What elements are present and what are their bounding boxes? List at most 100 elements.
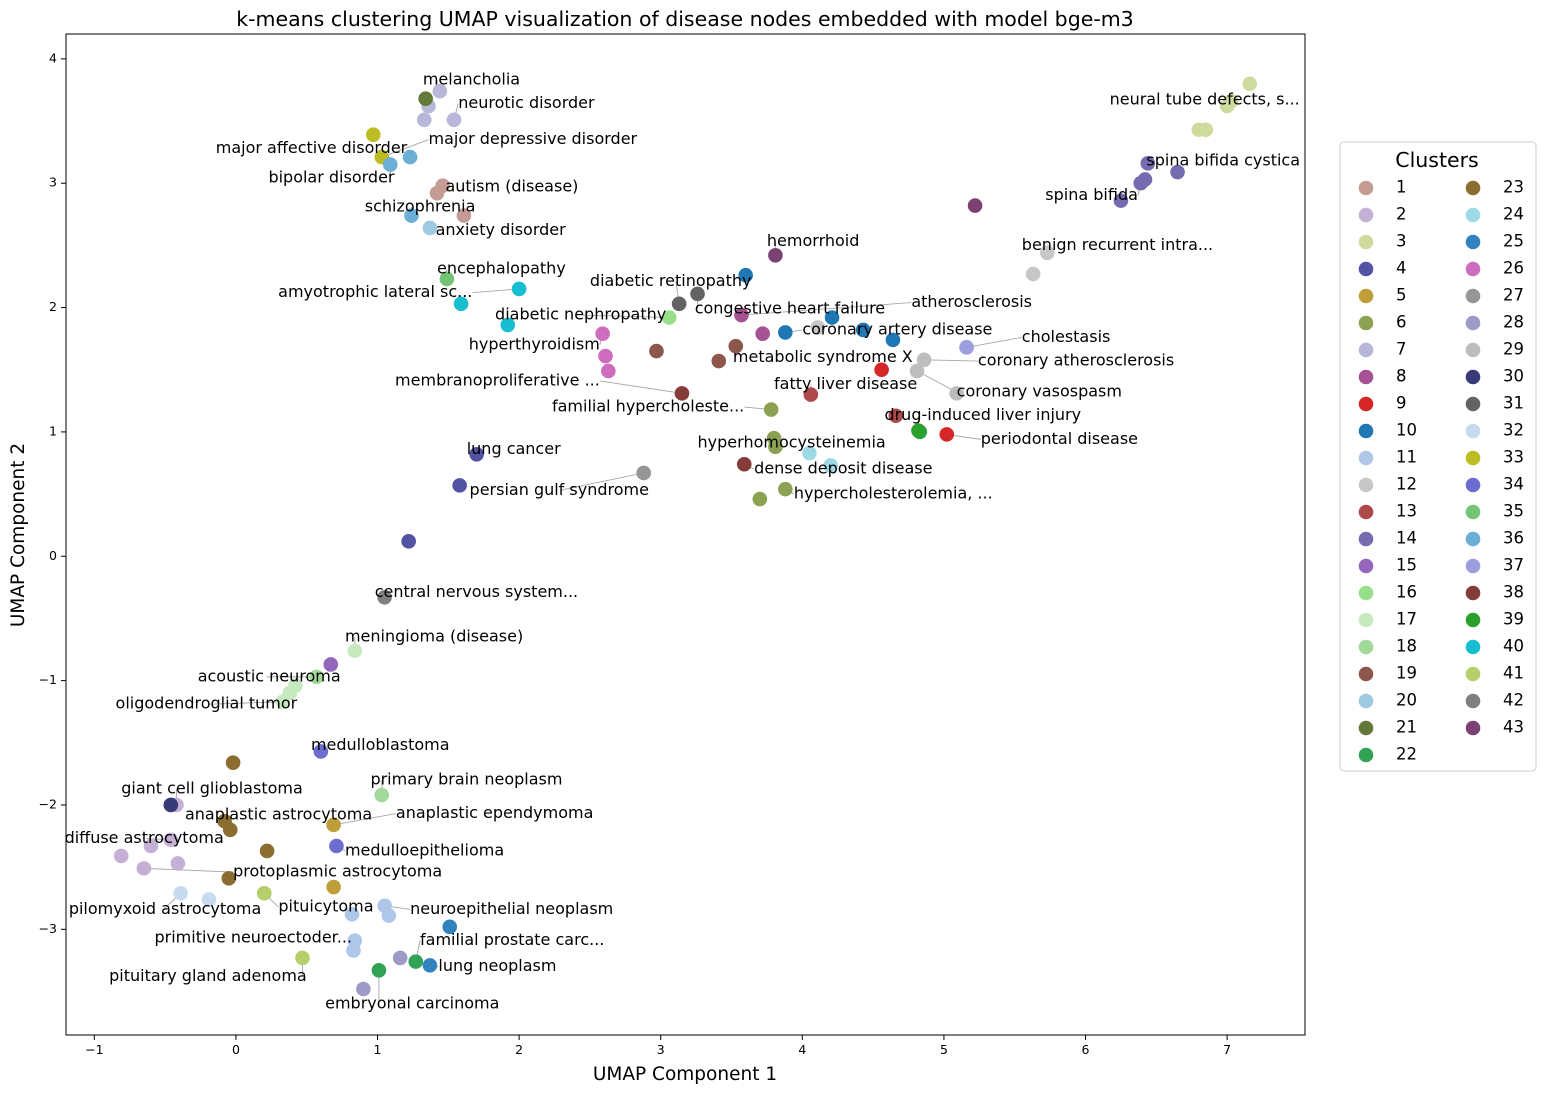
annotation-label: autism (disease) <box>445 176 578 195</box>
scatter-point <box>113 848 129 864</box>
legend-frame <box>1339 141 1537 772</box>
scatter-point <box>392 950 408 966</box>
annotation-label: hyperhomocysteinemia <box>698 433 886 452</box>
legend-entry: 27 <box>1465 286 1524 305</box>
annotation-label: hemorrhoid <box>767 231 859 250</box>
scatter-point <box>734 307 749 323</box>
legend-marker <box>1358 234 1374 250</box>
annotation-label: anaplastic astrocytoma <box>185 804 372 823</box>
legend-label: 26 <box>1503 259 1524 278</box>
legend-marker <box>1358 558 1374 574</box>
scatter-point <box>170 856 186 871</box>
scatter-point <box>1170 164 1185 180</box>
annotation-label: persian gulf syndrome <box>470 480 649 499</box>
scatter-point <box>874 362 889 378</box>
legend-entry: 26 <box>1465 259 1524 278</box>
legend-entry: 25 <box>1465 232 1524 251</box>
legend-entry: 1 <box>1358 178 1407 197</box>
legend-label: 16 <box>1396 583 1417 602</box>
legend-label: 23 <box>1503 178 1524 197</box>
x-tick-label: 7 <box>1223 1042 1231 1057</box>
annotation-label: membranoproliferative ... <box>395 370 600 389</box>
annotation-label: coronary artery disease <box>802 319 992 338</box>
scatter-point <box>313 744 329 759</box>
legend-marker <box>1358 477 1374 493</box>
scatter-point <box>422 220 438 236</box>
legend-label: 10 <box>1396 421 1417 440</box>
legend-label: 24 <box>1503 205 1524 224</box>
y-tick-label: 1 <box>49 423 57 438</box>
scatter-point <box>595 326 610 341</box>
legend-entry: 30 <box>1465 367 1524 386</box>
scatter-point <box>256 885 272 901</box>
scatter-point <box>347 643 363 659</box>
legend-entry: 35 <box>1465 502 1524 521</box>
legend-label: 32 <box>1503 421 1524 440</box>
annotation-label: periodontal disease <box>981 429 1138 448</box>
legend-label: 36 <box>1503 529 1524 548</box>
legend-label: 21 <box>1396 718 1417 737</box>
scatter-point <box>1113 193 1129 208</box>
legend-label: 5 <box>1396 286 1407 305</box>
scatter-point <box>855 322 871 338</box>
legend-label: 8 <box>1396 367 1407 386</box>
plot-frame <box>65 33 1306 1036</box>
legend-label: 42 <box>1503 691 1524 710</box>
annotation-label: major depressive disorder <box>428 129 637 148</box>
scatter-point <box>432 83 448 99</box>
scatter-point <box>371 963 387 978</box>
scatter-point <box>649 343 664 359</box>
legend-label: 12 <box>1396 475 1417 494</box>
scatter-point <box>275 694 290 710</box>
scatter-point <box>1219 98 1235 114</box>
annotation-leader-line <box>559 472 644 491</box>
legend-entry: 10 <box>1358 421 1417 440</box>
annotation-label: neuroepithelial neoplasm <box>410 899 613 918</box>
legend-marker <box>1358 207 1374 223</box>
scatter-point <box>329 838 344 854</box>
scatter-point <box>636 465 652 481</box>
legend-marker <box>1358 720 1374 736</box>
scatter-point <box>442 919 458 935</box>
annotation-label: acoustic neuroma <box>198 666 341 685</box>
annotation-leader-line <box>741 302 912 316</box>
legend-marker <box>1465 288 1481 304</box>
legend-label: 19 <box>1396 664 1417 683</box>
x-tick-label: −1 <box>85 1042 103 1057</box>
legend-marker <box>1358 531 1374 547</box>
legend-marker <box>1465 342 1481 358</box>
annotation-label: pituicytoma <box>278 896 373 915</box>
legend-label: 40 <box>1503 637 1524 656</box>
legend-label: 28 <box>1503 313 1524 332</box>
scatter-point <box>802 445 817 461</box>
scatter-point <box>163 797 179 813</box>
legend-marker <box>1465 693 1481 709</box>
scatter-point <box>326 879 341 895</box>
annotation-leader-line <box>472 288 520 294</box>
legend-marker <box>1465 720 1481 736</box>
annotation-label: encephalopathy <box>437 259 566 278</box>
legend-marker <box>1358 639 1374 655</box>
annotation-label: fatty liver disease <box>774 374 917 393</box>
annotation-label: meningioma (disease) <box>345 627 523 646</box>
y-tick-label: 0 <box>49 548 57 563</box>
legend-label: 20 <box>1396 691 1417 710</box>
legend-entry: 18 <box>1358 637 1417 656</box>
y-tick-label: 4 <box>49 50 57 65</box>
legend-marker <box>1358 693 1374 709</box>
legend-marker <box>1465 180 1481 196</box>
annotation-label: dense deposit disease <box>754 459 932 478</box>
legend-marker <box>1465 261 1481 277</box>
scatter-point <box>778 481 793 497</box>
scatter-point <box>690 286 705 302</box>
legend-label: 4 <box>1396 259 1407 278</box>
annotation-label: neural tube defects, s... <box>1110 89 1300 108</box>
legend-entry: 31 <box>1465 394 1524 413</box>
legend-marker <box>1465 639 1481 655</box>
scatter-point <box>916 352 932 368</box>
scatter-point <box>601 363 616 379</box>
y-tick-label: −2 <box>39 796 57 811</box>
scatter-point <box>803 387 819 402</box>
legend-entry: 32 <box>1465 421 1524 440</box>
